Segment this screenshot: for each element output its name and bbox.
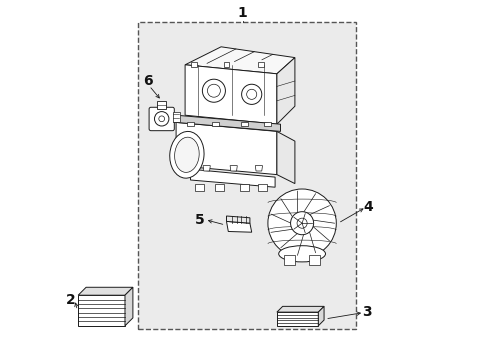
Ellipse shape <box>174 137 199 172</box>
Text: 1: 1 <box>237 6 247 19</box>
Bar <box>309 255 320 265</box>
Bar <box>157 101 166 109</box>
Text: 5: 5 <box>194 213 204 226</box>
Polygon shape <box>276 58 294 124</box>
Bar <box>284 255 294 265</box>
Polygon shape <box>226 216 249 223</box>
Polygon shape <box>125 287 133 326</box>
Polygon shape <box>183 166 190 171</box>
Text: 2: 2 <box>65 293 75 306</box>
Polygon shape <box>212 122 219 126</box>
Circle shape <box>267 189 336 257</box>
Ellipse shape <box>278 246 325 262</box>
Polygon shape <box>318 306 324 326</box>
Polygon shape <box>276 312 318 326</box>
Polygon shape <box>276 131 294 184</box>
Circle shape <box>202 79 225 102</box>
Circle shape <box>296 218 306 228</box>
Bar <box>240 184 248 191</box>
Polygon shape <box>255 166 262 171</box>
Polygon shape <box>185 47 294 74</box>
Polygon shape <box>185 65 276 124</box>
Bar <box>215 184 223 191</box>
Bar <box>172 112 179 122</box>
Ellipse shape <box>169 131 203 178</box>
Polygon shape <box>230 166 237 171</box>
FancyBboxPatch shape <box>149 107 174 131</box>
Circle shape <box>246 89 256 99</box>
Polygon shape <box>78 287 133 295</box>
Bar <box>257 62 263 67</box>
Text: 4: 4 <box>363 200 372 214</box>
Bar <box>223 62 229 67</box>
Polygon shape <box>264 122 271 126</box>
Bar <box>258 184 266 191</box>
Polygon shape <box>241 122 247 126</box>
Polygon shape <box>78 295 125 326</box>
Polygon shape <box>176 122 276 175</box>
Text: 3: 3 <box>361 306 371 319</box>
Circle shape <box>159 116 164 122</box>
Polygon shape <box>176 115 280 131</box>
Circle shape <box>207 84 220 97</box>
Bar <box>191 62 197 67</box>
Polygon shape <box>190 169 275 187</box>
Circle shape <box>154 112 168 126</box>
Polygon shape <box>186 122 194 126</box>
Circle shape <box>290 212 313 235</box>
Bar <box>138 22 355 329</box>
Polygon shape <box>276 306 324 312</box>
Polygon shape <box>226 221 251 232</box>
Circle shape <box>241 84 261 104</box>
Text: 6: 6 <box>143 74 153 88</box>
Polygon shape <box>203 166 210 171</box>
Bar <box>195 184 203 191</box>
